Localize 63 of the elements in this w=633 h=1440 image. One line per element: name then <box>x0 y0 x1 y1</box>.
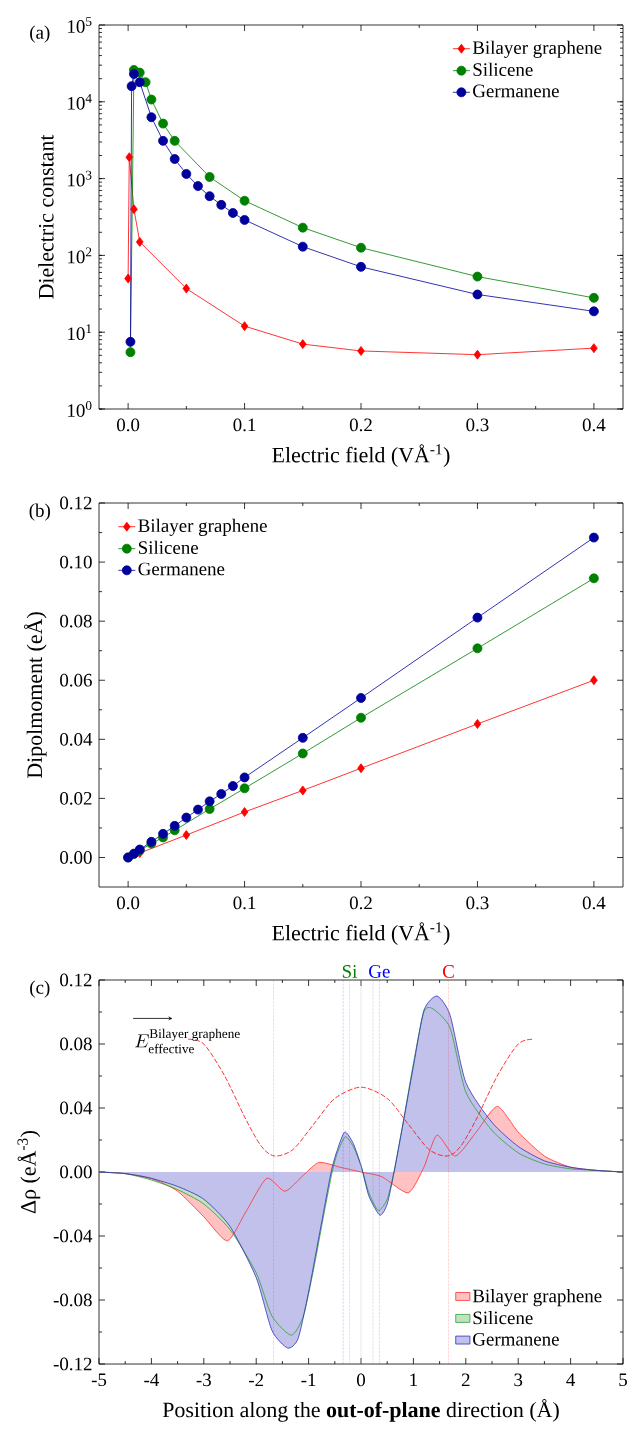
legend-label: Bilayer graphene <box>472 40 602 58</box>
x-tick-label: 0.3 <box>466 896 489 910</box>
legend-label: Germanene <box>473 84 559 98</box>
x-axis-title: Electric field (VÅ$^{-1}$) <box>272 922 450 945</box>
x-tick-label: 0.1 <box>233 418 256 432</box>
x-tick-label: 0.2 <box>349 418 372 432</box>
y-tick-label: 0.12 <box>60 496 92 510</box>
ref-line-label: C <box>442 965 454 978</box>
chart-title: (c) <box>30 980 50 998</box>
annotation: $E_{\text{effective}}^{\text{Bilayer graphene}}$ <box>135 1028 240 1054</box>
x-tick-label: 5 <box>619 1373 627 1387</box>
legend-label: Germanene <box>473 1332 559 1346</box>
legend-label: Silicene <box>473 62 533 76</box>
y-tick-label: 10$^{1}$ <box>68 324 92 341</box>
y-tick-label: 0.06 <box>60 673 92 687</box>
y-axis-title: Dielectric constant <box>38 134 54 299</box>
y-tick-label: 10$^{0}$ <box>68 401 92 417</box>
x-tick-label: -4 <box>144 1373 159 1386</box>
x-tick-label: 0.0 <box>117 418 140 432</box>
chart-title: (a) <box>30 25 50 43</box>
ref-line-label: Ge <box>369 965 390 978</box>
x-tick-label: 0.4 <box>582 418 606 432</box>
y-tick-label: 10$^{3}$ <box>68 170 92 187</box>
x-tick-label: 1 <box>410 1373 417 1387</box>
y-tick-label: -0.04 <box>53 1229 93 1243</box>
y-tick-label: 0.04 <box>60 732 93 746</box>
y-tick-label: 0.08 <box>60 614 92 628</box>
y-axis-title: Dipolmoment (eÅ) <box>23 612 47 779</box>
y-tick-label: 0.00 <box>60 1165 92 1179</box>
y-tick-label: 0.04 <box>60 1101 93 1115</box>
x-tick-label: -3 <box>196 1373 211 1387</box>
y-tick-label: 10$^{4}$ <box>68 93 92 110</box>
y-tick-label: 0.00 <box>60 851 92 864</box>
legend-label: Silicene <box>473 1310 533 1325</box>
y-tick-label: 0.08 <box>60 1037 92 1051</box>
ref-line-label: Si <box>342 965 357 978</box>
legend-label: Silicene <box>138 540 199 554</box>
x-tick-label: 4 <box>566 1373 576 1386</box>
x-tick-label: -2 <box>249 1373 264 1387</box>
x-tick-label: 0.3 <box>466 418 489 432</box>
x-tick-label: 0 <box>356 1373 366 1387</box>
x-tick-label: 2 <box>461 1373 470 1387</box>
y-tick-label: 0.10 <box>60 555 92 569</box>
y-tick-label: -0.08 <box>53 1293 92 1307</box>
x-tick-label: 3 <box>514 1373 523 1387</box>
x-tick-label: 0.2 <box>349 896 372 910</box>
x-tick-label: 0.0 <box>117 896 140 910</box>
x-tick-label: -1 <box>301 1373 316 1387</box>
y-tick-label: -0.12 <box>53 1357 92 1371</box>
chart-title: (b) <box>29 503 50 521</box>
y-tick-label: 10$^{2}$ <box>68 247 92 264</box>
x-tick-label: -5 <box>91 1373 107 1387</box>
legend-label: Bilayer graphene <box>472 1289 602 1307</box>
x-axis-title: Electric field (VÅ$^{-1}$) <box>272 444 450 467</box>
y-tick-label: 0.02 <box>60 791 92 805</box>
legend-label: Germanene <box>138 562 225 576</box>
y-tick-label: 10$^{5}$ <box>68 17 92 33</box>
x-tick-label: 0.1 <box>233 896 256 910</box>
y-axis-title: Δρ (eÅ$^{-3}$) <box>17 1131 41 1214</box>
x-axis-title: Position along the out-of-plane direction (Å) <box>162 1399 559 1422</box>
y-tick-label: 0.12 <box>60 973 92 987</box>
x-tick-label: 0.4 <box>582 896 606 910</box>
legend-label: Bilayer graphene <box>138 518 267 536</box>
